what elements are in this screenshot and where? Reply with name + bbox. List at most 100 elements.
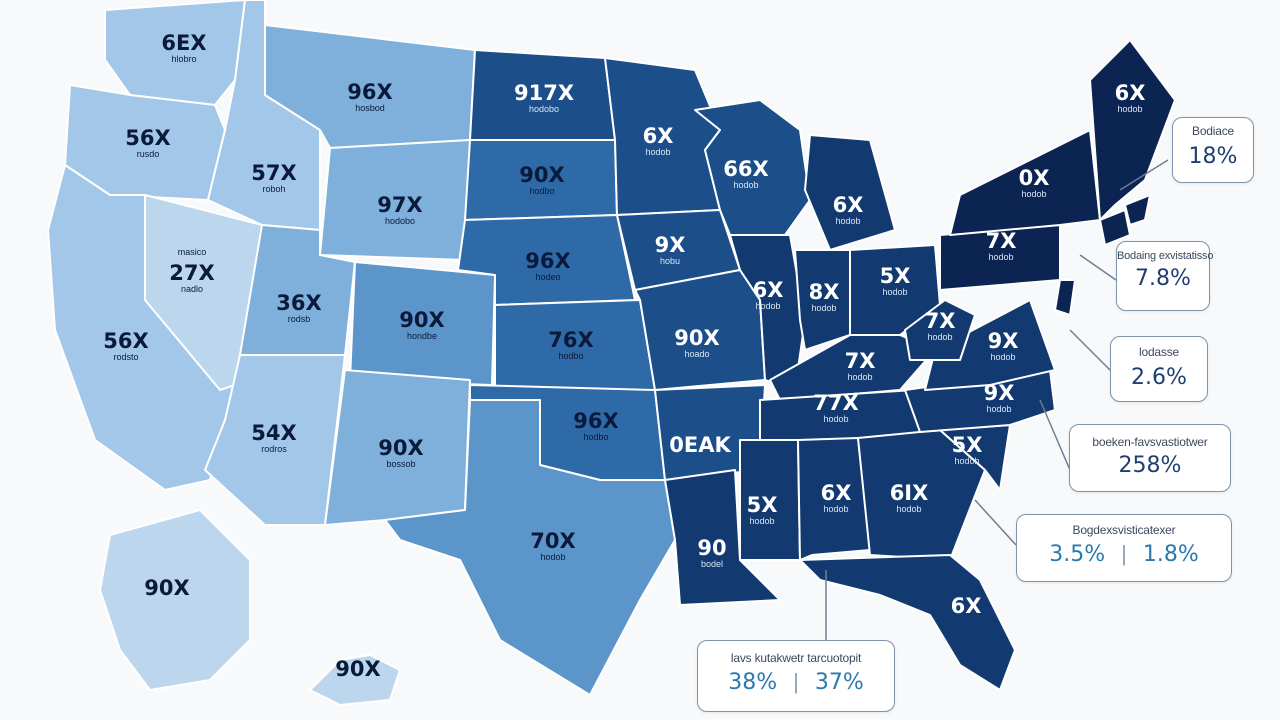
- state-al-sublabel: hodob: [823, 504, 848, 514]
- callout-4: boeken-favsvastiotwer 258%: [1069, 424, 1231, 492]
- state-mn-value: 6X: [643, 124, 674, 148]
- state-hi: [309, 654, 401, 706]
- state-ga-value: 6IX: [890, 481, 929, 505]
- state-or-value: 56X: [125, 126, 170, 150]
- state-ut-sublabel: rodsb: [288, 314, 311, 324]
- state-in-value: 8X: [809, 280, 840, 304]
- state-me: [1089, 39, 1176, 221]
- callout-6-value-b: 37%: [814, 669, 864, 695]
- state-mi-value: 6X: [833, 193, 864, 217]
- callout-6-values: 38% | 37%: [698, 669, 894, 695]
- state-co-value: 90X: [399, 308, 444, 332]
- labels-layer: 6EXhlobro56Xrusdo56Xrodstomasico27Xnadlo…: [103, 31, 1145, 681]
- state-nd-value: 917X: [514, 81, 574, 105]
- state-ia-value: 9X: [655, 233, 686, 257]
- state-ny-value: 0X: [1019, 166, 1050, 190]
- state-in: [794, 249, 851, 351]
- state-wa-sublabel: hlobro: [171, 54, 196, 64]
- callout-3: lodasse 2.6%: [1110, 336, 1208, 402]
- callout-1-label: Bodiace: [1192, 124, 1234, 138]
- state-oh-value: 5X: [880, 264, 911, 288]
- state-id-sublabel: roboh: [262, 184, 285, 194]
- callout-leaders: [825, 159, 1169, 640]
- state-mn-sublabel: hodob: [645, 147, 670, 157]
- state-nv-sublabel: nadlo: [181, 284, 203, 294]
- callout-4-value: 258%: [1118, 453, 1182, 478]
- state-ky-value: 7X: [845, 349, 876, 373]
- state-tn-value: 77X: [813, 391, 858, 415]
- state-il-sublabel: hodob: [755, 301, 780, 311]
- state-co-sublabel: hondbe: [407, 331, 437, 341]
- state-in-sublabel: hodob: [811, 303, 836, 313]
- state-wi-sublabel: hodob: [733, 180, 758, 190]
- state-az-sublabel: rodros: [261, 444, 287, 454]
- state-nm-sublabel: bossob: [386, 459, 415, 469]
- state-ca-sublabel: rodsto: [113, 352, 138, 362]
- state-mo-sublabel: hoado: [684, 349, 709, 359]
- state-az: [204, 354, 346, 526]
- state-pa-sublabel: hodob: [988, 252, 1013, 262]
- state-mt-sublabel: hosbod: [355, 103, 385, 113]
- callout-3-value: 2.6%: [1131, 365, 1187, 390]
- state-or-sublabel: rusdo: [137, 149, 160, 159]
- state-pa-value: 7X: [986, 229, 1017, 253]
- state-ga-sublabel: hodob: [896, 504, 921, 514]
- state-fl: [799, 554, 1016, 691]
- states-layer: [47, 0, 1176, 706]
- callout-4-label: boeken-favsvastiotwer: [1092, 435, 1208, 449]
- state-nc-sublabel: hodob: [986, 404, 1011, 414]
- state-ms-value: 5X: [747, 493, 778, 517]
- callout-6-value-a: 38%: [728, 669, 778, 695]
- state-la-value: 90: [697, 536, 726, 560]
- callout-5-values: 3.5% | 1.8%: [1017, 541, 1231, 567]
- state-wi-value: 66X: [723, 157, 768, 181]
- state-la: [664, 469, 781, 606]
- state-ks-sublabel: hodbo: [558, 351, 583, 361]
- callout-5-value-a: 3.5%: [1049, 541, 1106, 567]
- state-mi: [804, 134, 896, 251]
- state-nv-top-label: masico: [178, 247, 207, 257]
- state-wa-value: 6EX: [161, 31, 206, 55]
- callout-6-separator: |: [793, 669, 799, 694]
- northeast-small-state-3: [1054, 279, 1076, 316]
- state-wy-sublabel: hodobo: [385, 216, 415, 226]
- state-sd-value: 90X: [519, 163, 564, 187]
- state-il-value: 6X: [753, 278, 784, 302]
- state-ky-sublabel: hodob: [847, 372, 872, 382]
- state-hi-value: 90X: [335, 657, 380, 681]
- state-ny-sublabel: hodob: [1021, 189, 1046, 199]
- state-nv-value: 27X: [169, 261, 214, 285]
- state-nc-value: 9X: [984, 381, 1015, 405]
- state-ia-sublabel: hobu: [660, 256, 680, 266]
- callout-2-label: Bodaing exvistatisso: [1117, 250, 1214, 262]
- callout-5-separator: |: [1121, 541, 1127, 566]
- state-ak: [99, 509, 251, 691]
- callout-6: lavs kutakwetr tarcuotopit 38% | 37%: [697, 640, 895, 712]
- state-tx: [384, 399, 676, 696]
- state-tn-sublabel: hodob: [823, 414, 848, 424]
- northeast-small-state-2: [1124, 194, 1151, 226]
- state-va-value: 9X: [988, 329, 1019, 353]
- state-ks-value: 76X: [548, 328, 593, 352]
- northeast-small-state-1: [1099, 209, 1131, 246]
- callout-2-value: 7.8%: [1135, 266, 1191, 291]
- state-la-sublabel: bodel: [701, 559, 723, 569]
- state-ne-sublabel: hodeo: [535, 272, 560, 282]
- state-ar-value: 0EAK: [669, 433, 731, 457]
- state-wv: [904, 299, 976, 361]
- state-wv-sublabel: hodob: [927, 332, 952, 342]
- state-me-sublabel: hodob: [1117, 104, 1142, 114]
- state-ms-sublabel: hodob: [749, 516, 774, 526]
- callout-5: Bogdexsvisticatexer 3.5% | 1.8%: [1016, 514, 1232, 582]
- state-wy-value: 97X: [377, 193, 422, 217]
- state-wv-value: 7X: [925, 309, 956, 333]
- callout-5-value-b: 1.8%: [1142, 541, 1199, 567]
- state-nd-sublabel: hodobo: [529, 104, 559, 114]
- state-va-sublabel: hodob: [990, 352, 1015, 362]
- state-mo-value: 90X: [674, 326, 719, 350]
- state-me-value: 6X: [1115, 81, 1146, 105]
- state-az-value: 54X: [251, 421, 296, 445]
- state-ok-sublabel: hodbo: [583, 432, 608, 442]
- callout-3-label: lodasse: [1139, 345, 1179, 359]
- state-fl-value: 6X: [951, 594, 982, 618]
